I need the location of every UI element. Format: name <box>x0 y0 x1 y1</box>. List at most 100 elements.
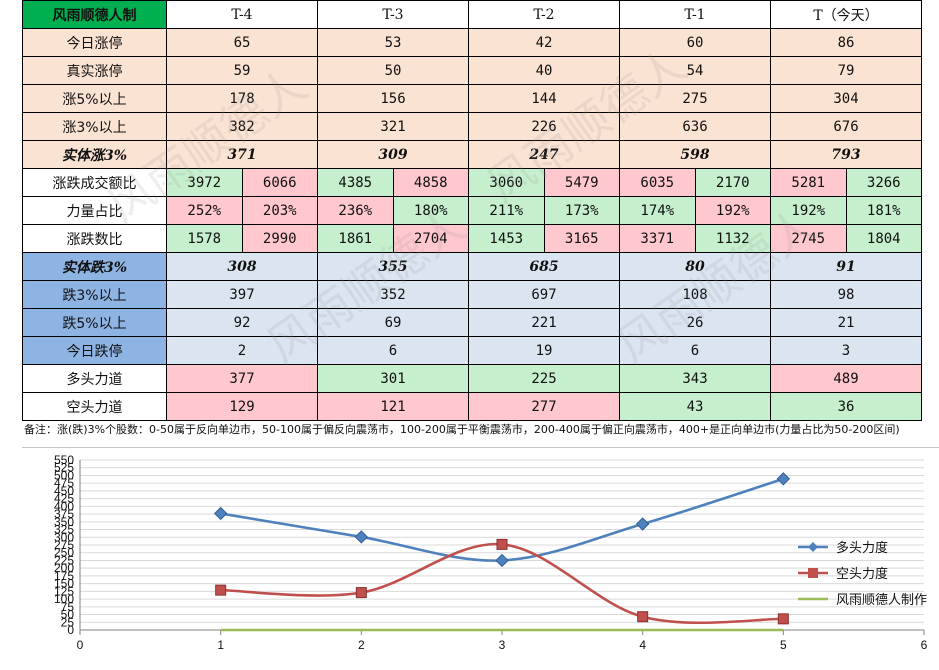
cell-value: 277 <box>468 392 620 421</box>
cell-value: 121 <box>317 392 469 421</box>
column-header: T-4 <box>166 0 318 29</box>
table-row: 涨3%以上 382 321 226 636 676 <box>22 112 922 141</box>
y-tick-label: 325 <box>54 523 74 537</box>
cell-value: 6 <box>619 336 771 365</box>
cell-value: 676 <box>770 112 922 141</box>
pair-cell: 173% <box>543 196 620 225</box>
cell-value: 91 <box>770 252 922 281</box>
cell-value: 226 <box>468 112 620 141</box>
pair-cell: 2990 <box>241 224 318 253</box>
cell-value: 50 <box>317 56 469 85</box>
pair-cell: 192% <box>694 196 771 225</box>
cell-value: 144 <box>468 84 620 113</box>
cell-value: 2 <box>166 336 318 365</box>
data-point-diamond <box>213 506 228 521</box>
cell-value: 377 <box>166 364 318 393</box>
row-label: 实体跌3% <box>22 252 167 281</box>
data-point-square <box>215 584 227 596</box>
row-label: 力量占比 <box>22 196 167 225</box>
cell-value: 42 <box>468 28 620 57</box>
y-tick-label: 175 <box>54 569 74 583</box>
force-line-chart: 0255075100125150175200225250275300325350… <box>54 453 928 652</box>
cell-value: 636 <box>619 112 771 141</box>
table-row: 涨跌数比 1578 2990 1861 2704 1453 3165 3371 1132 2745… <box>22 224 922 253</box>
pair-cell: 192% <box>770 196 847 225</box>
row-label: 空头力道 <box>22 392 167 421</box>
cell-value: 6 <box>317 336 469 365</box>
y-tick-label: 150 <box>54 577 74 591</box>
legend-marker <box>808 542 818 552</box>
cell-value: 178 <box>166 84 318 113</box>
pair-cell: 211% <box>468 196 545 225</box>
cell-value: 21 <box>770 308 922 337</box>
data-point-square <box>777 613 789 625</box>
y-tick-label: 50 <box>61 608 75 622</box>
column-header: T-2 <box>468 0 620 29</box>
cell-value: 489 <box>770 364 922 393</box>
pair-cell: 3165 <box>543 224 620 253</box>
cell-value: 3 <box>770 336 922 365</box>
data-point-square <box>496 538 508 550</box>
row-label: 涨跌成交额比 <box>22 168 167 197</box>
pair-cell: 203% <box>241 196 318 225</box>
y-tick-label: 250 <box>54 546 74 560</box>
table-row: 多头力道 377 301 225 343 489 <box>22 364 922 393</box>
cell-value: 40 <box>468 56 620 85</box>
cell-value: 59 <box>166 56 318 85</box>
data-point-square <box>637 611 649 623</box>
cell-value: 382 <box>166 112 318 141</box>
table-row: 实体涨3% 371 309 247 598 793 <box>22 140 922 169</box>
cell-value: 92 <box>166 308 318 337</box>
divider <box>22 447 939 448</box>
cell-value: 308 <box>166 252 318 281</box>
cell-value: 598 <box>619 140 771 169</box>
pair-cell: 3060 <box>468 168 545 197</box>
x-tick-label: 6 <box>921 638 928 652</box>
cell-value: 19 <box>468 336 620 365</box>
table-row: 涨5%以上 178 156 144 275 304 <box>22 84 922 113</box>
x-tick-label: 1 <box>217 638 224 652</box>
cell-value: 86 <box>770 28 922 57</box>
cell-value: 36 <box>770 392 922 421</box>
pair-cell: 1578 <box>166 224 243 253</box>
y-tick-label: 400 <box>54 499 74 513</box>
cell-value: 301 <box>317 364 469 393</box>
row-label: 真实涨停 <box>22 56 167 85</box>
pair-cell: 4858 <box>392 168 469 197</box>
row-label: 涨跌数比 <box>22 224 167 253</box>
cell-value: 397 <box>166 280 318 309</box>
cell-value: 304 <box>770 84 922 113</box>
x-tick-label: 4 <box>639 638 646 652</box>
cell-value: 43 <box>619 392 771 421</box>
row-label: 跌3%以上 <box>22 280 167 309</box>
row-label: 今日跌停 <box>22 336 167 365</box>
y-tick-label: 100 <box>54 592 74 606</box>
column-header: T-3 <box>317 0 469 29</box>
y-tick-label: 500 <box>54 468 74 482</box>
pair-cell: 2745 <box>770 224 847 253</box>
row-label: 跌5%以上 <box>22 308 167 337</box>
pair-cell: 3972 <box>166 168 243 197</box>
data-point-diamond <box>635 517 650 531</box>
x-tick-label: 0 <box>77 638 84 652</box>
footnote: 备注：涨(跌)3%个股数：0-50属于反向单边市，50-100属于偏反向震荡市，… <box>24 423 900 436</box>
pair-cell: 1453 <box>468 224 545 253</box>
row-label: 多头力道 <box>22 364 167 393</box>
table-row: 力量占比 252% 203% 236% 180% 211% 173% 174% 192% 192%… <box>22 196 922 225</box>
pair-cell: 3371 <box>619 224 696 253</box>
column-header: T（今天） <box>770 0 922 29</box>
data-point-diamond <box>354 530 369 544</box>
cell-value: 371 <box>166 140 318 169</box>
legend-label: 空头力度 <box>836 566 888 582</box>
y-tick-label: 125 <box>54 584 74 598</box>
cell-value: 221 <box>468 308 620 337</box>
pair-cell: 5281 <box>770 168 847 197</box>
pair-cell: 4385 <box>317 168 394 197</box>
pair-cell: 2170 <box>694 168 771 197</box>
y-tick-label: 350 <box>54 515 74 529</box>
y-tick-label: 425 <box>54 492 74 506</box>
y-tick-label: 475 <box>54 476 74 490</box>
y-tick-label: 200 <box>54 561 74 575</box>
cell-value: 352 <box>317 280 469 309</box>
